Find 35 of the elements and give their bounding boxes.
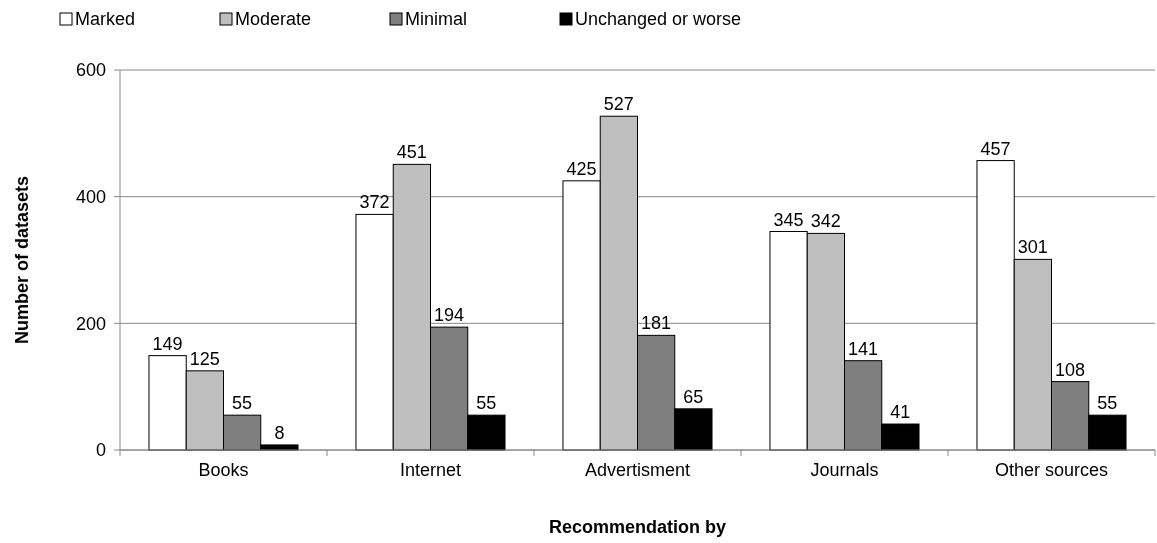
data-label: 41 bbox=[890, 402, 911, 423]
data-label: 194 bbox=[434, 305, 465, 326]
x-tick-label: Other sources bbox=[994, 460, 1109, 480]
data-label: 55 bbox=[232, 393, 253, 414]
data-label: 301 bbox=[1017, 237, 1048, 258]
legend-label: Unchanged or worse bbox=[575, 9, 742, 29]
y-tick-label: 0 bbox=[95, 440, 106, 461]
data-label: 8 bbox=[274, 422, 285, 443]
data-label: 342 bbox=[810, 211, 841, 232]
data-label: 55 bbox=[476, 393, 497, 414]
x-tick-label: Books bbox=[198, 460, 249, 480]
x-tick-label: Internet bbox=[399, 460, 462, 480]
data-label: 181 bbox=[641, 313, 672, 334]
y-tick-label: 600 bbox=[75, 60, 106, 81]
x-axis-title: Recommendation by bbox=[548, 517, 727, 537]
data-label: 149 bbox=[152, 333, 183, 354]
data-label: 372 bbox=[359, 192, 390, 213]
y-tick-label: 200 bbox=[75, 313, 106, 334]
data-label: 457 bbox=[980, 138, 1011, 159]
y-tick-label: 400 bbox=[75, 186, 106, 207]
data-label: 527 bbox=[603, 94, 634, 115]
legend-label: Marked bbox=[75, 9, 136, 29]
data-label: 425 bbox=[566, 158, 597, 179]
x-tick-label: Journals bbox=[810, 460, 879, 480]
data-label: 345 bbox=[773, 209, 804, 230]
data-label: 125 bbox=[189, 348, 220, 369]
y-axis-title: Number of datasets bbox=[12, 175, 32, 345]
legend-label: Minimal bbox=[405, 9, 468, 29]
data-label: 65 bbox=[683, 386, 704, 407]
legend-label: Moderate bbox=[235, 9, 312, 29]
data-label: 55 bbox=[1097, 393, 1118, 414]
data-label: 141 bbox=[848, 338, 879, 359]
data-label: 108 bbox=[1055, 359, 1086, 380]
x-tick-label: Advertisment bbox=[584, 460, 691, 480]
data-label: 451 bbox=[396, 142, 427, 163]
